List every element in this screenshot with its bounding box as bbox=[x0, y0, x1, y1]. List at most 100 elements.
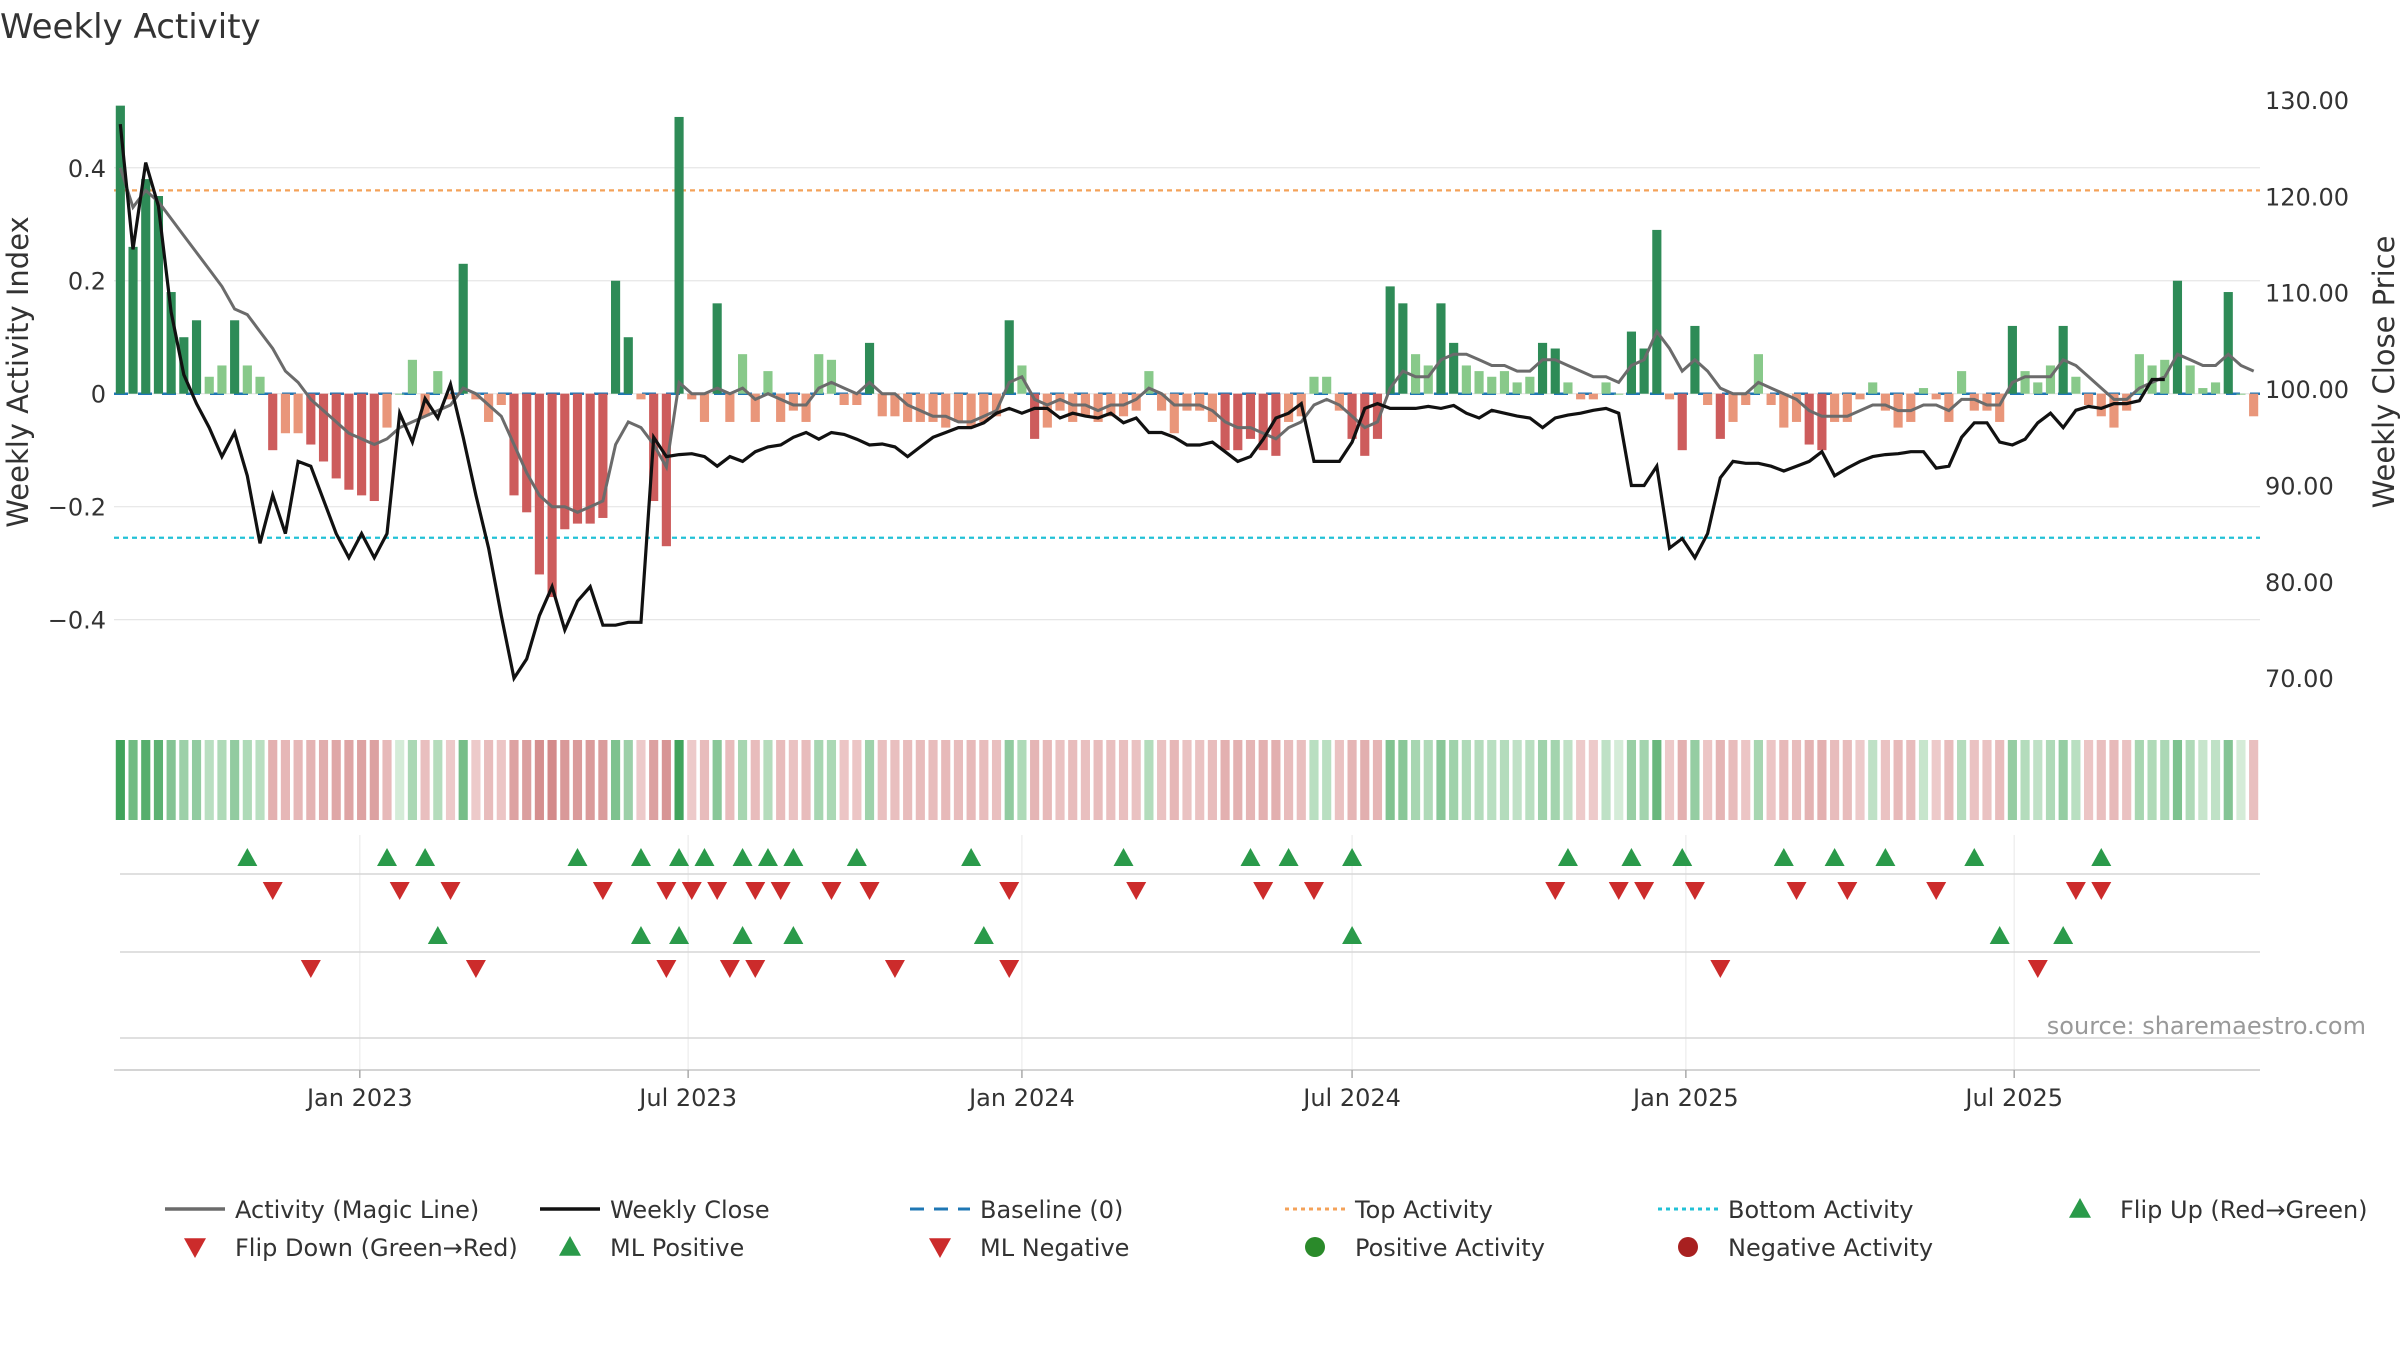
flip-up-marker bbox=[1240, 848, 1261, 866]
heat-cell bbox=[1639, 740, 1649, 820]
activity-bar bbox=[1969, 393, 1979, 411]
ml-negative-marker bbox=[2027, 960, 2048, 978]
heat-cell bbox=[1271, 740, 1281, 820]
heat-cell bbox=[344, 740, 354, 820]
activity-bar bbox=[1195, 393, 1205, 411]
y-right-tick-label: 120.00 bbox=[2265, 183, 2349, 211]
heat-cell bbox=[1474, 740, 1484, 820]
heat-cell bbox=[1893, 740, 1903, 820]
legend-item: Positive Activity bbox=[1305, 1234, 1545, 1262]
activity-bar bbox=[1410, 354, 1421, 394]
heat-cell bbox=[1360, 740, 1370, 820]
heat-cell bbox=[814, 740, 824, 820]
activity-bar bbox=[293, 393, 303, 434]
y-right-axis: 130.00 120.00 110.00 100.00 90.00 80.00 70.00 bbox=[2265, 87, 2349, 693]
y-right-tick-label: 130.00 bbox=[2265, 87, 2349, 115]
source-note: source: sharemaestro.com bbox=[2047, 1012, 2366, 1040]
activity-bar bbox=[1868, 382, 1878, 394]
heat-cell bbox=[1906, 740, 1916, 820]
activity-bar bbox=[1728, 393, 1738, 422]
flip-up-marker bbox=[846, 848, 867, 866]
heat-cell bbox=[801, 740, 811, 820]
legend-item: Top Activity bbox=[1285, 1196, 1493, 1224]
heat-cell bbox=[712, 740, 722, 820]
activity-bar bbox=[1537, 342, 1548, 394]
magic-line-series bbox=[118, 167, 2255, 514]
legend-label: Positive Activity bbox=[1355, 1234, 1545, 1262]
legend-item: Activity (Magic Line) bbox=[165, 1196, 479, 1224]
heat-cell bbox=[2045, 740, 2056, 820]
legend-item: Negative Activity bbox=[1678, 1234, 1933, 1262]
activity-bar bbox=[776, 393, 786, 422]
heat-cell bbox=[1855, 740, 1865, 820]
ml-positive-marker bbox=[1989, 926, 2010, 944]
activity-bar bbox=[1626, 331, 1637, 394]
activity-bar bbox=[979, 393, 989, 422]
flip-down-marker bbox=[1684, 882, 1705, 900]
heat-cell bbox=[1093, 740, 1103, 820]
heat-cell bbox=[953, 740, 964, 820]
activity-bar bbox=[1131, 393, 1141, 411]
legend-label: Baseline (0) bbox=[980, 1196, 1123, 1224]
activity-bar bbox=[712, 303, 722, 394]
activity-bar bbox=[788, 393, 798, 411]
heat-cell bbox=[382, 740, 392, 820]
heat-cell bbox=[1055, 740, 1065, 820]
flip-up-marker bbox=[1672, 848, 1693, 866]
heat-cell bbox=[522, 740, 532, 820]
heat-cell bbox=[509, 740, 519, 820]
heat-cell bbox=[877, 740, 887, 820]
ml-negative-marker bbox=[300, 960, 321, 978]
heat-cell bbox=[1918, 740, 1929, 820]
y-left-axis: 0.4 0.2 0 −0.2 −0.4 bbox=[48, 155, 106, 635]
activity-bar bbox=[1042, 393, 1052, 428]
activity-bar bbox=[1157, 393, 1167, 411]
flip-up-marker bbox=[1621, 848, 1642, 866]
activity-bar bbox=[280, 393, 290, 434]
heat-cell bbox=[1830, 740, 1840, 820]
activity-bar bbox=[585, 393, 595, 524]
heat-cell bbox=[1664, 740, 1675, 820]
activity-bar bbox=[179, 337, 189, 394]
y-right-tick-label: 80.00 bbox=[2265, 569, 2334, 597]
ml-negative-marker bbox=[1710, 960, 1731, 978]
activity-bar bbox=[357, 393, 367, 496]
heat-cell bbox=[433, 740, 443, 820]
activity-bar bbox=[2236, 393, 2246, 395]
heat-cell bbox=[1614, 740, 1624, 820]
activity-bar bbox=[1906, 393, 1916, 422]
activity-bar bbox=[1068, 393, 1078, 422]
activity-bar bbox=[1703, 393, 1713, 405]
activity-bar bbox=[534, 393, 544, 575]
heat-cell bbox=[2172, 740, 2183, 820]
activity-bar bbox=[1791, 393, 1802, 422]
heat-cell bbox=[1385, 740, 1395, 820]
y-left-tick-label: 0.4 bbox=[68, 155, 106, 183]
x-tick-label: Jan 2023 bbox=[305, 1084, 413, 1112]
legend-swatch bbox=[1678, 1237, 1698, 1257]
activity-bar bbox=[1563, 382, 1573, 394]
activity-bar bbox=[636, 393, 646, 400]
x-tick-label: Jul 2024 bbox=[1301, 1084, 1401, 1112]
activity-bar bbox=[1842, 393, 1852, 422]
heat-cell bbox=[864, 740, 875, 820]
heat-cell bbox=[1296, 740, 1306, 820]
heat-cell bbox=[293, 740, 303, 820]
activity-bar bbox=[407, 359, 417, 394]
flip-down-marker bbox=[1545, 882, 1566, 900]
heat-cell bbox=[2185, 740, 2195, 820]
heat-cell bbox=[407, 740, 417, 820]
flip-down-marker bbox=[1786, 882, 1807, 900]
flip-down-marker bbox=[1126, 882, 1147, 900]
ml-positive-marker bbox=[427, 926, 448, 944]
x-axis: Jan 2023 Jul 2023 Jan 2024 Jul 2024 Jan 2025… bbox=[114, 1069, 2260, 1112]
flip-down-marker bbox=[821, 882, 842, 900]
activity-bar bbox=[1334, 393, 1344, 411]
heat-cell bbox=[306, 740, 316, 820]
flip-down-marker bbox=[440, 882, 461, 900]
heat-cell bbox=[204, 740, 214, 820]
heat-cell bbox=[1880, 740, 1890, 820]
flip-down-marker bbox=[1837, 882, 1858, 900]
activity-bar bbox=[2007, 325, 2017, 394]
